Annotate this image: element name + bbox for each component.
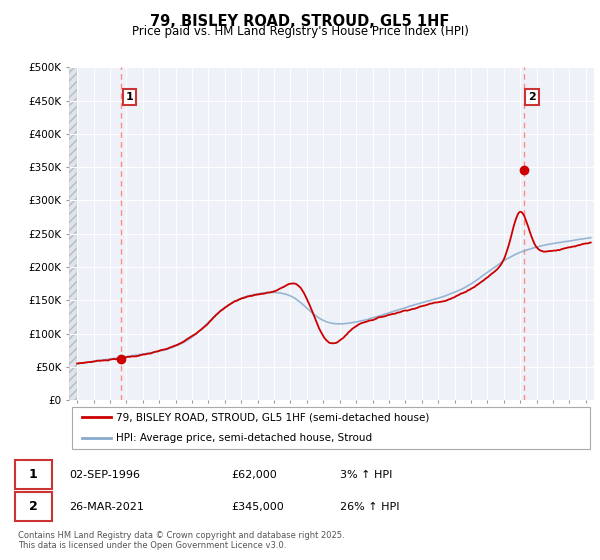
Text: 1: 1 <box>125 92 133 102</box>
FancyBboxPatch shape <box>71 407 590 449</box>
Text: 79, BISLEY ROAD, STROUD, GL5 1HF: 79, BISLEY ROAD, STROUD, GL5 1HF <box>151 14 449 29</box>
Text: 2: 2 <box>528 92 536 102</box>
Text: 26% ↑ HPI: 26% ↑ HPI <box>340 502 400 511</box>
Text: 2: 2 <box>29 500 38 513</box>
Bar <box>69 67 77 400</box>
Text: Contains HM Land Registry data © Crown copyright and database right 2025.
This d: Contains HM Land Registry data © Crown c… <box>18 531 344 550</box>
Text: £62,000: £62,000 <box>231 470 277 479</box>
Text: 26-MAR-2021: 26-MAR-2021 <box>70 502 145 511</box>
Text: 3% ↑ HPI: 3% ↑ HPI <box>340 470 392 479</box>
Text: Price paid vs. HM Land Registry's House Price Index (HPI): Price paid vs. HM Land Registry's House … <box>131 25 469 38</box>
Text: 79, BISLEY ROAD, STROUD, GL5 1HF (semi-detached house): 79, BISLEY ROAD, STROUD, GL5 1HF (semi-d… <box>116 412 430 422</box>
FancyBboxPatch shape <box>15 492 52 521</box>
Text: HPI: Average price, semi-detached house, Stroud: HPI: Average price, semi-detached house,… <box>116 433 373 444</box>
Text: 02-SEP-1996: 02-SEP-1996 <box>70 470 140 479</box>
Text: £345,000: £345,000 <box>231 502 284 511</box>
FancyBboxPatch shape <box>15 460 52 489</box>
Text: 1: 1 <box>29 468 38 481</box>
